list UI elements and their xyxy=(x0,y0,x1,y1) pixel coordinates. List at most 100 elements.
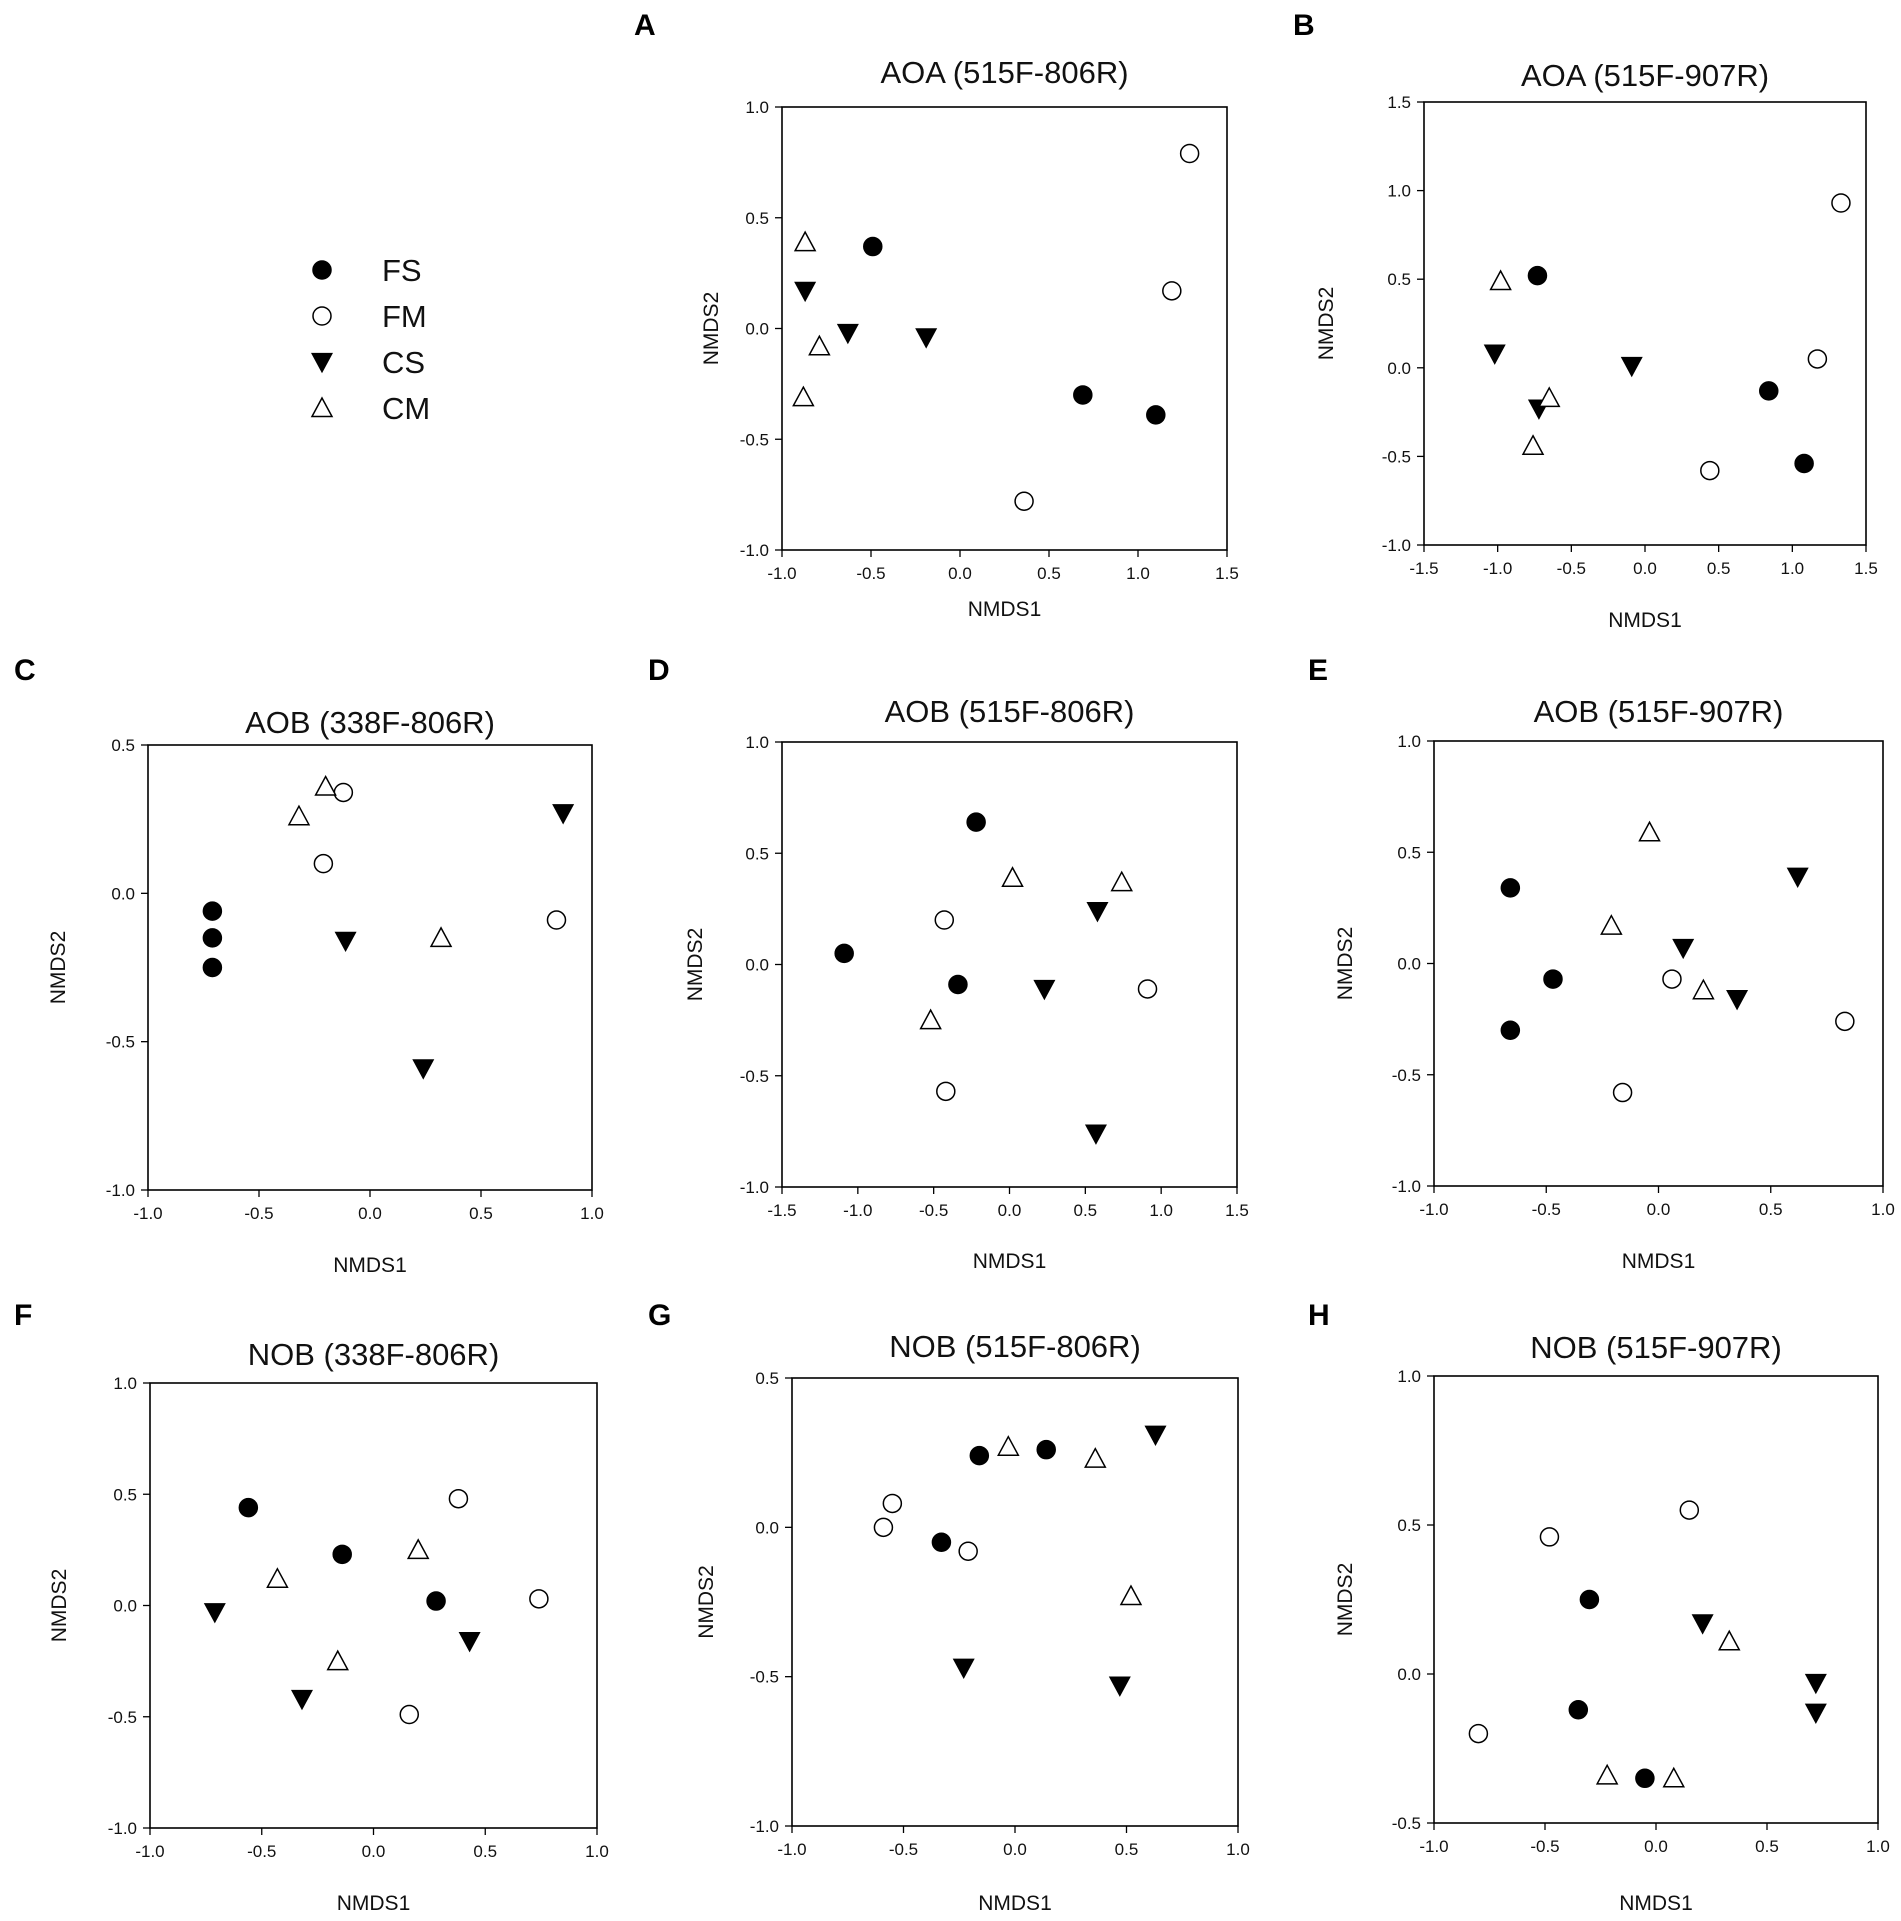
panel-g-cs-point xyxy=(952,1658,975,1679)
panel-h-xlabel: NMDS1 xyxy=(1619,1892,1693,1915)
panel-a-xlabel: NMDS1 xyxy=(968,598,1042,621)
panel-e-fm-point xyxy=(1612,1082,1633,1103)
panel-h-series-cs xyxy=(1691,1614,1827,1725)
panel-d-ylabel: NMDS2 xyxy=(684,928,707,1002)
panel-e-letter: E xyxy=(1308,654,1328,687)
panel-h-fs-point xyxy=(1635,1768,1655,1789)
panel-g-cm-point xyxy=(1119,1584,1143,1606)
panel-c-xtick-label: 0.5 xyxy=(469,1204,493,1223)
panel-e-xtick-label: 0.5 xyxy=(1759,1200,1783,1219)
panel-b-series-fs xyxy=(1527,265,1814,474)
panel-e-ytick-label: 0.0 xyxy=(1397,955,1421,974)
panel-e-cm-point xyxy=(1638,820,1661,842)
panel-a: A AOA (515F-806R) -1.0 -0.5 0.0 0.5 1.0 1.5 -1.0… xyxy=(634,9,1239,621)
panel-d-xlabel: NMDS1 xyxy=(973,1250,1047,1273)
panel-b: B AOA (515F-907R) -1.5 -1.0 -0.5 0.0 0.5 1.0 1.5… xyxy=(1293,9,1878,632)
panel-g-xtick-label: -0.5 xyxy=(889,1840,918,1859)
panel-d-fm-point xyxy=(934,910,955,930)
panel-g-fs-point xyxy=(931,1532,952,1553)
panel-e-cs-point xyxy=(1786,867,1809,888)
panel-e-fs-point xyxy=(1500,878,1521,898)
panel-d-xtick-label: 0.5 xyxy=(1074,1201,1098,1220)
panel-f-letter: F xyxy=(14,1299,32,1332)
panel-d-fs-point xyxy=(966,812,986,832)
panel-b-ytick-label: -0.5 xyxy=(1382,447,1411,466)
panel-c-xtick-label: 0.0 xyxy=(358,1204,382,1223)
legend-label: FM xyxy=(382,299,427,334)
panel-h-xtick-label: 0.5 xyxy=(1755,1837,1779,1856)
panel-a-cs-point xyxy=(794,281,817,303)
panel-h-fs-point xyxy=(1568,1700,1589,1720)
panel-c-ytick-label: 0.0 xyxy=(111,884,135,903)
panel-f: F NOB (338F-806R) -1.0 -0.5 0.0 0.5 1.0 -1.0 -0.… xyxy=(14,1299,609,1915)
panel-d-cm-point xyxy=(1001,866,1024,887)
panel-f-cs-point xyxy=(203,1603,226,1624)
panel-g-ytick-label: 0.5 xyxy=(755,1369,779,1388)
panel-e-ytick-label: 1.0 xyxy=(1397,732,1421,751)
panel-a-xtick-label: 1.5 xyxy=(1215,564,1239,583)
panel-b-ytick-label: 0.5 xyxy=(1387,270,1411,289)
panel-d-xtick-label: 1.0 xyxy=(1149,1201,1173,1220)
panel-f-series-cs xyxy=(203,1603,481,1711)
panel-f-cm-point xyxy=(266,1567,289,1589)
panel-e-series-fm xyxy=(1612,969,1855,1103)
panel-h-series-cm xyxy=(1595,1629,1741,1788)
panel-e-series-cs xyxy=(1672,867,1809,1011)
panel-d-title: AOB (515F-806R) xyxy=(885,694,1135,729)
panel-c-ytick-label: 0.5 xyxy=(111,736,135,755)
panel-b-series-cm xyxy=(1489,269,1561,456)
panel-a-series-fs xyxy=(863,236,1166,425)
panel-d-xtick-label: -0.5 xyxy=(919,1201,948,1220)
panel-h-cs-point xyxy=(1804,1673,1827,1695)
panel-d-series-cm xyxy=(919,866,1133,1030)
panel-e-series-cm xyxy=(1600,820,1715,1000)
panel-f-xtick-label: 0.5 xyxy=(473,1842,497,1861)
panel-c-letter: C xyxy=(14,654,36,687)
panel-b-cs-point xyxy=(1483,344,1506,365)
panel-d-xtick-label: -1.5 xyxy=(767,1201,796,1220)
panel-b-fs-point xyxy=(1527,265,1548,286)
panel-a-fs-point xyxy=(863,236,883,257)
panel-f-xlabel: NMDS1 xyxy=(337,1892,411,1915)
panel-h-ytick-label: 1.0 xyxy=(1397,1367,1421,1386)
panel-b-series-fm xyxy=(1700,193,1851,481)
legend-label: CM xyxy=(382,391,430,426)
legend-item-cm: CM xyxy=(310,391,430,426)
panel-h-title: NOB (515F-907R) xyxy=(1530,1330,1782,1365)
panel-c-cs-point xyxy=(334,931,357,953)
panel-f-fm-point xyxy=(448,1488,469,1509)
panel-f-cs-point xyxy=(458,1631,481,1653)
panel-g-series-fm xyxy=(873,1493,978,1561)
panel-c-fm-point xyxy=(546,910,567,930)
panel-b-fm-point xyxy=(1700,460,1720,481)
panel-e-cs-point xyxy=(1672,938,1695,960)
legend-item-fm: FM xyxy=(312,299,427,334)
panel-c-fm-point xyxy=(333,782,354,803)
panel-g-cm-point xyxy=(1084,1447,1107,1468)
panel-e-ytick-label: -1.0 xyxy=(1392,1177,1421,1196)
panel-g-xtick-label: 0.5 xyxy=(1115,1840,1139,1859)
panel-f-fs-point xyxy=(426,1591,446,1611)
panel-e-xtick-label: 0.0 xyxy=(1647,1200,1671,1219)
panel-d-fm-point xyxy=(1137,979,1158,999)
panel-h-fs-point xyxy=(1579,1589,1600,1610)
panel-h-xtick-label: 0.0 xyxy=(1644,1837,1668,1856)
panel-b-cm-point xyxy=(1489,269,1512,291)
legend-cm-point xyxy=(310,396,334,418)
panel-f-fs-point xyxy=(332,1544,352,1565)
panel-b-ytick-label: 1.0 xyxy=(1387,182,1411,201)
legend-fm-point xyxy=(312,306,332,326)
panel-h-fm-point xyxy=(1468,1723,1489,1744)
panel-c-series-cm xyxy=(287,774,453,948)
panel-f-title: NOB (338F-806R) xyxy=(248,1337,500,1372)
panel-b-letter: B xyxy=(1293,9,1315,42)
panel-e-xtick-label: -1.0 xyxy=(1419,1200,1448,1219)
panel-f-fs-point xyxy=(238,1497,259,1518)
panel-g-xtick-label: -1.0 xyxy=(777,1840,806,1859)
panel-b-ytick-label: 0.0 xyxy=(1387,359,1411,378)
panel-h-cm-point xyxy=(1662,1766,1686,1788)
panel-a-series-cs xyxy=(794,281,938,349)
panel-h-series-fs xyxy=(1568,1589,1655,1789)
panel-b-fm-point xyxy=(1807,349,1828,369)
